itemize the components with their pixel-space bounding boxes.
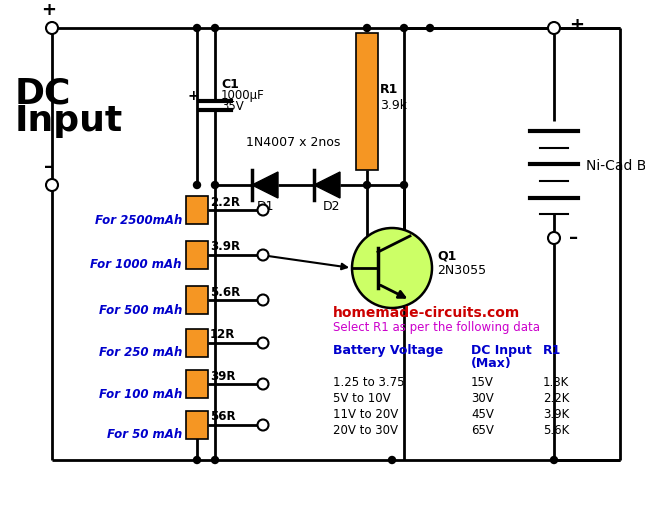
Polygon shape [252,172,278,198]
Text: Q1: Q1 [437,250,457,263]
Text: –: – [569,229,578,247]
Text: (Max): (Max) [471,357,511,370]
Bar [186,411,208,439]
Text: For 1000 mAh: For 1000 mAh [90,259,182,271]
Text: 2.2K: 2.2K [543,392,570,405]
Text: 1.8K: 1.8K [543,376,570,389]
Text: 1N4007 x 2nos: 1N4007 x 2nos [246,137,340,150]
Polygon shape [314,172,340,198]
Text: D1: D1 [256,201,273,214]
Circle shape [257,337,268,348]
Text: 15V: 15V [471,376,494,389]
Text: 20V to 30V: 20V to 30V [333,424,398,437]
Circle shape [388,457,395,463]
Circle shape [550,457,557,463]
Circle shape [352,228,432,308]
Text: R1: R1 [543,344,561,357]
Circle shape [212,457,219,463]
Text: DC Input: DC Input [471,344,531,357]
Text: +: + [569,16,584,34]
Circle shape [257,250,268,261]
Circle shape [46,179,58,191]
Bar [186,286,208,314]
Text: Input: Input [15,104,123,138]
Text: 1.25 to 3.75: 1.25 to 3.75 [333,376,404,389]
Circle shape [257,379,268,390]
Circle shape [257,204,268,216]
Text: DC: DC [15,76,72,110]
Bar [186,370,208,398]
Text: 11V to 20V: 11V to 20V [333,408,398,421]
Text: For 2500mAh: For 2500mAh [95,214,182,227]
Text: R1: R1 [380,83,399,96]
Circle shape [548,22,560,34]
Text: 3.9K: 3.9K [543,408,570,421]
Text: 56R: 56R [210,411,235,424]
Circle shape [212,182,219,188]
Text: For 100 mAh: For 100 mAh [99,388,182,400]
Text: +: + [187,89,199,103]
Circle shape [194,24,201,31]
Text: 12R: 12R [210,329,235,342]
Text: 35V: 35V [221,101,244,114]
Text: 45V: 45V [471,408,494,421]
Text: 5.6K: 5.6K [543,424,570,437]
Text: –: – [45,158,54,176]
Text: 39R: 39R [210,369,235,382]
Circle shape [212,24,219,31]
Circle shape [257,295,268,305]
Bar [356,33,378,170]
Text: 30V: 30V [471,392,494,405]
Text: 2N3055: 2N3055 [437,264,486,277]
Text: 65V: 65V [471,424,494,437]
Text: homemade-circuits.com: homemade-circuits.com [333,306,521,320]
Bar [186,329,208,357]
Text: For 50 mAh: For 50 mAh [107,428,182,442]
Text: For 250 mAh: For 250 mAh [99,347,182,360]
Circle shape [548,232,560,244]
Text: Ni-Cad Battery: Ni-Cad Battery [586,159,645,173]
Circle shape [364,182,370,188]
Text: 5.6R: 5.6R [210,285,240,298]
Text: 5V to 10V: 5V to 10V [333,392,391,405]
Text: C1: C1 [221,77,239,90]
Text: D2: D2 [322,201,340,214]
Circle shape [46,22,58,34]
Circle shape [401,182,408,188]
Circle shape [257,420,268,430]
Text: +: + [41,1,57,19]
Circle shape [194,182,201,188]
Text: 3.9R: 3.9R [210,240,240,253]
Bar [186,196,208,224]
Text: 1000μF: 1000μF [221,89,264,103]
Text: For 500 mAh: For 500 mAh [99,303,182,316]
Circle shape [364,24,370,31]
Text: 2.2R: 2.2R [210,196,240,208]
Circle shape [194,457,201,463]
Text: 3.9k: 3.9k [380,99,407,112]
Text: Select R1 as per the following data: Select R1 as per the following data [333,321,540,334]
Bar [186,241,208,269]
Text: Battery Voltage: Battery Voltage [333,344,443,357]
Circle shape [426,24,433,31]
Circle shape [401,24,408,31]
